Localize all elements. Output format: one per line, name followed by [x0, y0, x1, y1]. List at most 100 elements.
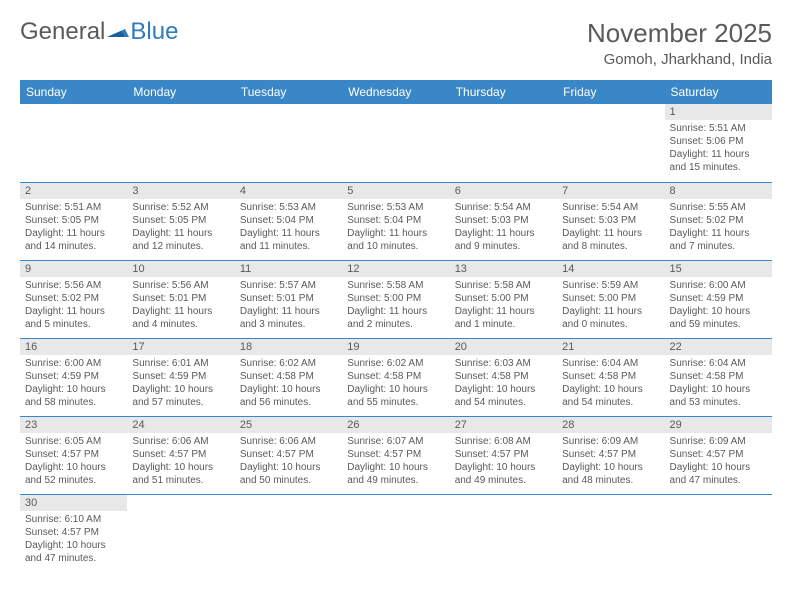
daylight-line: Daylight: 11 hours and 4 minutes. — [132, 305, 229, 331]
day-number: 6 — [450, 183, 557, 199]
day-cell — [127, 494, 234, 572]
day-cell: 12Sunrise: 5:58 AMSunset: 5:00 PMDayligh… — [342, 260, 449, 338]
sunrise-line: Sunrise: 6:06 AM — [240, 435, 337, 448]
sunrise-line: Sunrise: 5:53 AM — [240, 201, 337, 214]
day-cell: 25Sunrise: 6:06 AMSunset: 4:57 PMDayligh… — [235, 416, 342, 494]
sunset-line: Sunset: 5:02 PM — [25, 292, 122, 305]
day-cell: 9Sunrise: 5:56 AMSunset: 5:02 PMDaylight… — [20, 260, 127, 338]
day-number: 4 — [235, 183, 342, 199]
daylight-line: Daylight: 11 hours and 8 minutes. — [562, 227, 659, 253]
daylight-line: Daylight: 10 hours and 56 minutes. — [240, 383, 337, 409]
day-detail: Sunrise: 6:02 AMSunset: 4:58 PMDaylight:… — [342, 355, 449, 413]
daylight-line: Daylight: 11 hours and 3 minutes. — [240, 305, 337, 331]
sunrise-line: Sunrise: 5:51 AM — [25, 201, 122, 214]
day-number: 2 — [20, 183, 127, 199]
sunset-line: Sunset: 4:57 PM — [25, 526, 122, 539]
sunrise-line: Sunrise: 5:56 AM — [25, 279, 122, 292]
day-detail: Sunrise: 5:57 AMSunset: 5:01 PMDaylight:… — [235, 277, 342, 335]
day-detail: Sunrise: 5:58 AMSunset: 5:00 PMDaylight:… — [450, 277, 557, 335]
day-detail: Sunrise: 6:10 AMSunset: 4:57 PMDaylight:… — [20, 511, 127, 569]
sunset-line: Sunset: 5:05 PM — [132, 214, 229, 227]
sunset-line: Sunset: 4:58 PM — [347, 370, 444, 383]
month-title: November 2025 — [587, 18, 772, 49]
sunrise-line: Sunrise: 5:58 AM — [455, 279, 552, 292]
daylight-line: Daylight: 10 hours and 57 minutes. — [132, 383, 229, 409]
sunrise-line: Sunrise: 5:59 AM — [562, 279, 659, 292]
week-row: 9 Sunrise: 5:56 AMSunset: 5:02 PM Daylight… — [20, 260, 772, 338]
sunrise-line: Sunrise: 6:07 AM — [347, 435, 444, 448]
sunset-line: Sunset: 5:00 PM — [562, 292, 659, 305]
day-number: 11 — [235, 261, 342, 277]
sunrise-line: Sunrise: 6:04 AM — [670, 357, 767, 370]
sunset-line: Sunset: 4:58 PM — [455, 370, 552, 383]
day-detail: Sunrise: 6:03 AMSunset: 4:58 PMDaylight:… — [450, 355, 557, 413]
day-detail: Sunrise: 6:09 AMSunset: 4:57 PMDaylight:… — [557, 433, 664, 491]
sunset-line: Sunset: 5:01 PM — [132, 292, 229, 305]
sunrise-line: Sunrise: 6:02 AM — [240, 357, 337, 370]
day-number: 20 — [450, 339, 557, 355]
day-cell: 2Sunrise: 5:51 AMSunset: 5:05 PMDaylight… — [20, 182, 127, 260]
sunset-line: Sunset: 5:01 PM — [240, 292, 337, 305]
logo: General Blue — [20, 18, 178, 46]
day-detail: Sunrise: 6:01 AMSunset: 4:59 PMDaylight:… — [127, 355, 234, 413]
sunset-line: Sunset: 5:05 PM — [25, 214, 122, 227]
sunset-line: Sunset: 4:57 PM — [562, 448, 659, 461]
sunrise-line: Sunrise: 5:57 AM — [240, 279, 337, 292]
sunrise-line: Sunrise: 6:09 AM — [670, 435, 767, 448]
sunrise-line: Sunrise: 5:52 AM — [132, 201, 229, 214]
daylight-line: Daylight: 10 hours and 50 minutes. — [240, 461, 337, 487]
day-number: 23 — [20, 417, 127, 433]
calendar-page: General Blue November 2025 Gomoh, Jharkh… — [0, 0, 792, 590]
sunrise-line: Sunrise: 5:53 AM — [347, 201, 444, 214]
header: General Blue November 2025 Gomoh, Jharkh… — [20, 18, 772, 68]
week-row: 16Sunrise: 6:00 AMSunset: 4:59 PMDayligh… — [20, 338, 772, 416]
sunrise-line: Sunrise: 6:04 AM — [562, 357, 659, 370]
day-cell: 6Sunrise: 5:54 AMSunset: 5:03 PMDaylight… — [450, 182, 557, 260]
week-row: 23 Sunrise: 6:05 AM Sunset: 4:57 PM Dayligh… — [20, 416, 772, 494]
sunrise-line: Sunrise: 6:02 AM — [347, 357, 444, 370]
day-cell — [342, 494, 449, 572]
day-detail: Sunrise: 6:00 AMSunset: 4:59 PMDaylight:… — [665, 277, 772, 335]
day-cell: 29Sunrise: 6:09 AMSunset: 4:57 PMDayligh… — [665, 416, 772, 494]
day-number: 1 — [665, 104, 772, 120]
day-cell: 7Sunrise: 5:54 AMSunset: 5:03 PMDaylight… — [557, 182, 664, 260]
sunrise-line: Sunrise: 6:05 AM — [25, 435, 122, 448]
sunrise-line: Sunrise: 6:03 AM — [455, 357, 552, 370]
day-cell: 13Sunrise: 5:58 AMSunset: 5:00 PMDayligh… — [450, 260, 557, 338]
day-cell: 17Sunrise: 6:01 AMSunset: 4:59 PMDayligh… — [127, 338, 234, 416]
day-detail: Sunrise: 5:52 AMSunset: 5:05 PMDaylight:… — [127, 199, 234, 257]
logo-text-1: General — [20, 18, 105, 46]
day-cell: 30Sunrise: 6:10 AMSunset: 4:57 PMDayligh… — [20, 494, 127, 572]
title-block: November 2025 Gomoh, Jharkhand, India — [587, 18, 772, 68]
day-detail: Sunrise: 5:59 AMSunset: 5:00 PMDaylight:… — [557, 277, 664, 335]
daylight-line: Daylight: 10 hours and 49 minutes. — [455, 461, 552, 487]
day-cell — [450, 104, 557, 182]
sunrise-line: Sunrise: 6:01 AM — [132, 357, 229, 370]
daylight-line: Daylight: 11 hours and 12 minutes. — [132, 227, 229, 253]
weekday-header: Tuesday — [235, 80, 342, 104]
week-row: 1Sunrise: 5:51 AMSunset: 5:06 PMDaylight… — [20, 104, 772, 182]
day-detail: Sunrise: 5:54 AMSunset: 5:03 PMDaylight:… — [557, 199, 664, 257]
day-number: 27 — [450, 417, 557, 433]
day-cell: 15Sunrise: 6:00 AMSunset: 4:59 PMDayligh… — [665, 260, 772, 338]
day-number: 19 — [342, 339, 449, 355]
sunset-line: Sunset: 5:02 PM — [670, 214, 767, 227]
sunset-line: Sunset: 4:58 PM — [562, 370, 659, 383]
day-number: 24 — [127, 417, 234, 433]
sunrise-line: Sunrise: 6:06 AM — [132, 435, 229, 448]
weekday-header-row: Sunday Monday Tuesday Wednesday Thursday… — [20, 80, 772, 104]
day-cell — [450, 494, 557, 572]
day-cell — [235, 104, 342, 182]
daylight-line: Daylight: 10 hours and 47 minutes. — [670, 461, 767, 487]
weekday-header: Saturday — [665, 80, 772, 104]
weekday-header: Sunday — [20, 80, 127, 104]
day-number: 9 — [20, 261, 127, 277]
day-cell: 14Sunrise: 5:59 AMSunset: 5:00 PMDayligh… — [557, 260, 664, 338]
daylight-line: Daylight: 11 hours and 15 minutes. — [670, 148, 767, 174]
logo-flag-icon — [107, 20, 129, 48]
day-detail: Sunrise: 5:55 AMSunset: 5:02 PMDaylight:… — [665, 199, 772, 257]
sunset-line: Sunset: 4:59 PM — [132, 370, 229, 383]
sunset-line: Sunset: 4:59 PM — [670, 292, 767, 305]
sunset-line: Sunset: 5:03 PM — [562, 214, 659, 227]
day-number: 5 — [342, 183, 449, 199]
